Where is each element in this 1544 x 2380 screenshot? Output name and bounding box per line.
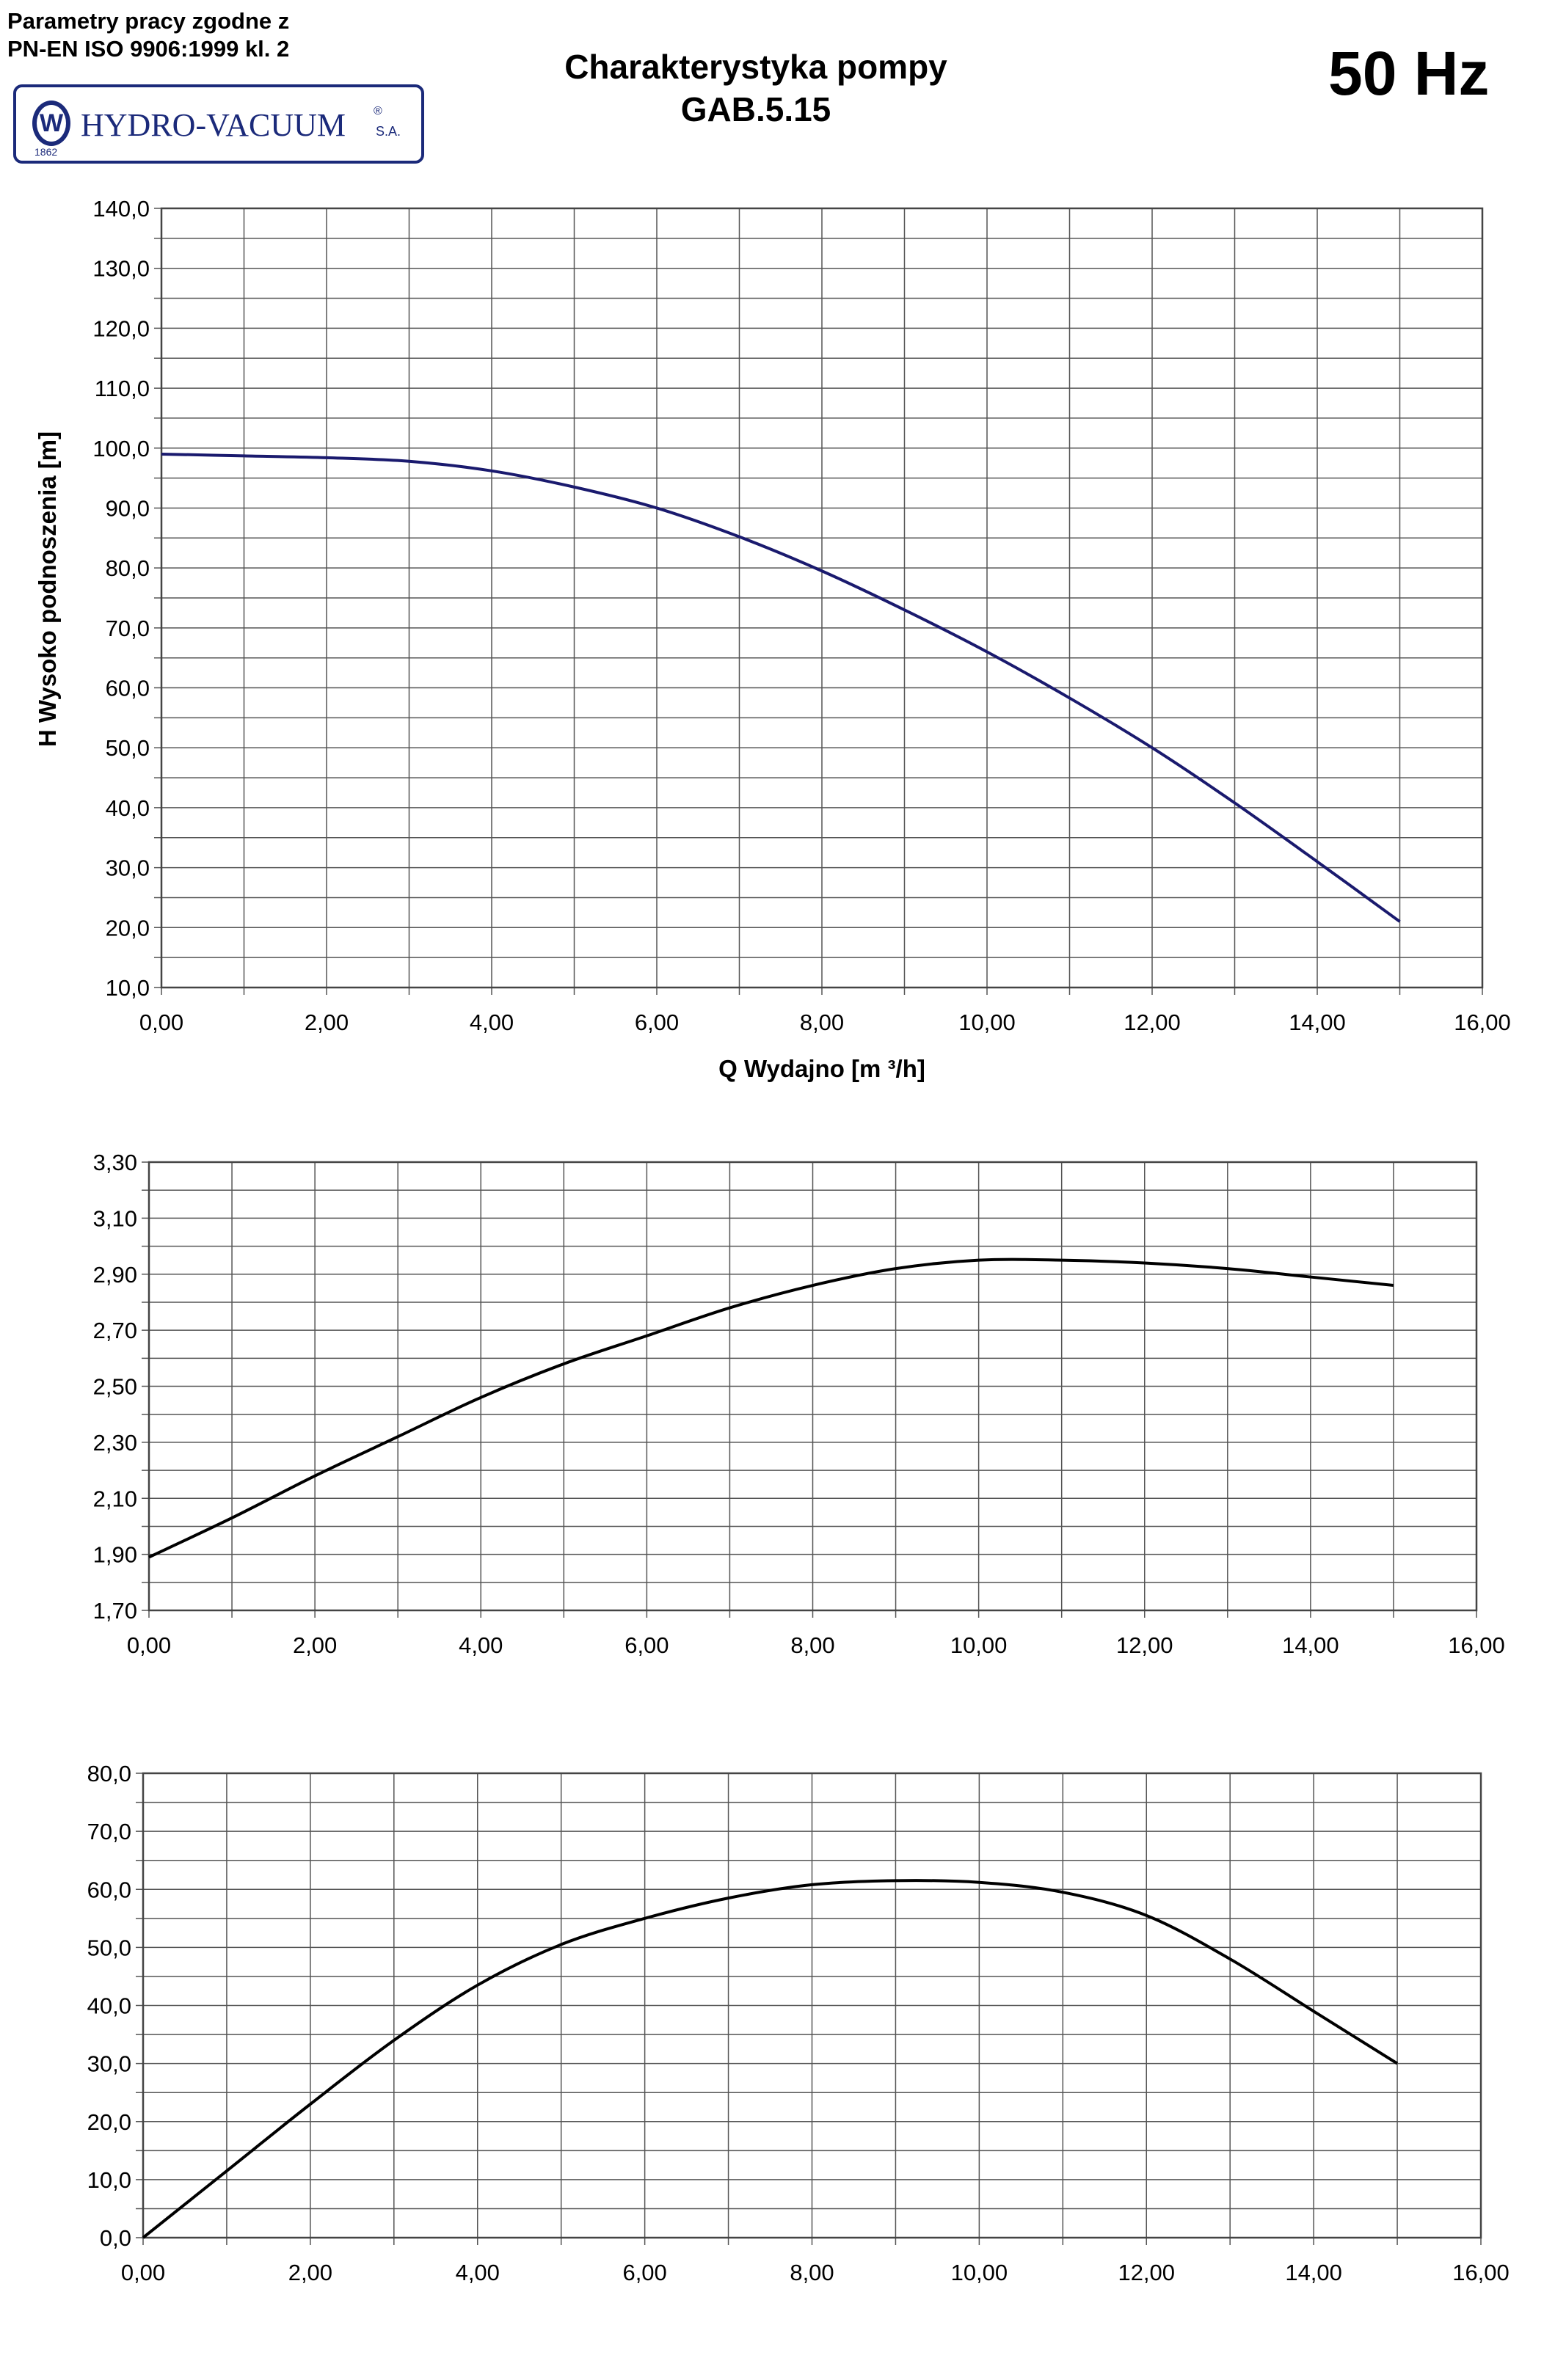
x-tick-label: 10,00 — [958, 1010, 1016, 1035]
chart-1: 0,00 2,00 4,00 6,00 8,00 10,00 12,00 14,00 16,00… — [34, 196, 1511, 1082]
plot-area — [160, 207, 1484, 989]
x-tick-label: 4,00 — [456, 2260, 500, 2285]
y-tick-label: 2,50 — [93, 1374, 137, 1400]
x-tick-label: 4,00 — [459, 1632, 503, 1658]
logo-registered: ® — [374, 105, 382, 117]
x-tick-label: 0,00 — [121, 2260, 165, 2285]
y-tick-label: 80,0 — [106, 555, 150, 581]
x-tick-label: 2,00 — [305, 1010, 349, 1035]
x-tick-label: 14,00 — [1285, 2260, 1342, 2285]
x-tick-label: 12,00 — [1124, 1010, 1181, 1035]
y-tick-label: 30,0 — [106, 855, 150, 881]
y-tick-label: 80,0 — [87, 1761, 131, 1786]
x-tick-label: 6,00 — [622, 2260, 666, 2285]
title-line2: GAB.5.15 — [680, 90, 831, 128]
y-tick-label: 120,0 — [92, 315, 150, 341]
x-tick-label: 8,00 — [790, 2260, 834, 2285]
y-tick-label: 20,0 — [106, 915, 150, 941]
y-tick-label: 1,70 — [93, 1598, 137, 1624]
y-tick-label: 1,90 — [93, 1542, 137, 1568]
plot-area — [148, 1161, 1478, 1612]
y-tick-label: 140,0 — [92, 196, 150, 222]
y-tick-label: 2,30 — [93, 1430, 137, 1456]
y-tick-label: 2,90 — [93, 1262, 137, 1288]
logo-suffix: S.A. — [376, 124, 401, 139]
x-tick-label: 8,00 — [790, 1632, 834, 1658]
logo-emblem-icon: W — [32, 101, 70, 146]
series-line — [148, 1257, 1394, 1559]
plot-area — [142, 1772, 1482, 2239]
y-tick-label: 90,0 — [106, 495, 150, 521]
x-tick-label: 8,00 — [800, 1010, 844, 1035]
y-tick-label: 60,0 — [87, 1877, 131, 1902]
y-tick-label: 130,0 — [92, 256, 150, 282]
y-tick-label: 3,10 — [93, 1205, 137, 1231]
x-tick-label: 2,00 — [288, 2260, 332, 2285]
y-tick-label: 40,0 — [106, 795, 150, 821]
chart-2: 0,00 2,00 4,00 6,00 8,00 10,00 12,00 14,00 16,00… — [93, 1150, 1505, 1658]
frequency-label: 50 Hz — [1328, 39, 1490, 108]
x-tick-label: 12,00 — [1118, 2260, 1175, 2285]
standard-note: Parametry pracy zgodne z PN-EN ISO 9906:… — [7, 7, 289, 63]
y-tick-label: 20,0 — [87, 2109, 131, 2135]
y-tick-label: 60,0 — [106, 676, 150, 701]
company-logo: W HYDRO-VACUUM ® S.A. 1862 — [13, 84, 424, 164]
x-tick-label: 16,00 — [1452, 2260, 1510, 2285]
chart-3: 0,00 2,00 4,00 6,00 8,00 10,00 12,00 14,00 16,00… — [87, 1761, 1510, 2285]
y-tick-label: 3,30 — [93, 1150, 137, 1175]
title-line1: Charakterystyka pompy — [564, 48, 947, 86]
x-tick-label: 16,00 — [1454, 1010, 1511, 1035]
y-tick-label: 100,0 — [92, 436, 150, 461]
x-axis-label: Q Wydajno [m ³/h] — [718, 1055, 925, 1082]
x-tick-label: 6,00 — [624, 1632, 669, 1658]
x-tick-label: 12,00 — [1116, 1632, 1173, 1658]
series-line — [161, 452, 1401, 923]
y-tick-label: 110,0 — [95, 376, 150, 401]
logo-name: HYDRO-VACUUM — [81, 107, 346, 143]
y-tick-label: 70,0 — [87, 1819, 131, 1844]
series-line — [142, 1879, 1399, 2239]
x-tick-label: 10,00 — [951, 2260, 1008, 2285]
x-tick-label: 0,00 — [127, 1632, 171, 1658]
x-tick-label: 10,00 — [950, 1632, 1008, 1658]
y-tick-label: 10,0 — [106, 975, 150, 1001]
y-tick-label: 2,70 — [93, 1318, 137, 1343]
page-title: Charakterystyka pompy GAB.5.15 — [440, 45, 1071, 131]
y-tick-label: 50,0 — [87, 1935, 131, 1960]
x-tick-label: 2,00 — [293, 1632, 337, 1658]
x-tick-label: 6,00 — [635, 1010, 679, 1035]
x-tick-label: 14,00 — [1282, 1632, 1339, 1658]
y-tick-label: 10,0 — [87, 2167, 131, 2193]
x-tick-label: 0,00 — [139, 1010, 183, 1035]
x-tick-label: 4,00 — [470, 1010, 514, 1035]
y-tick-label: 0,0 — [100, 2225, 131, 2251]
y-tick-label: 70,0 — [106, 616, 150, 641]
x-tick-label: 16,00 — [1448, 1632, 1505, 1658]
x-tick-label: 14,00 — [1289, 1010, 1346, 1035]
y-tick-label: 40,0 — [87, 1993, 131, 2019]
y-tick-label: 30,0 — [87, 2051, 131, 2077]
y-axis-label: H Wysoko podnoszenia [m] — [34, 431, 61, 747]
standard-note-line2: PN-EN ISO 9906:1999 kl. 2 — [7, 36, 290, 62]
standard-note-line1: Parametry pracy zgodne z — [7, 8, 290, 34]
y-tick-label: 2,10 — [93, 1486, 137, 1511]
y-tick-label: 50,0 — [106, 735, 150, 761]
logo-year: 1862 — [34, 146, 58, 158]
